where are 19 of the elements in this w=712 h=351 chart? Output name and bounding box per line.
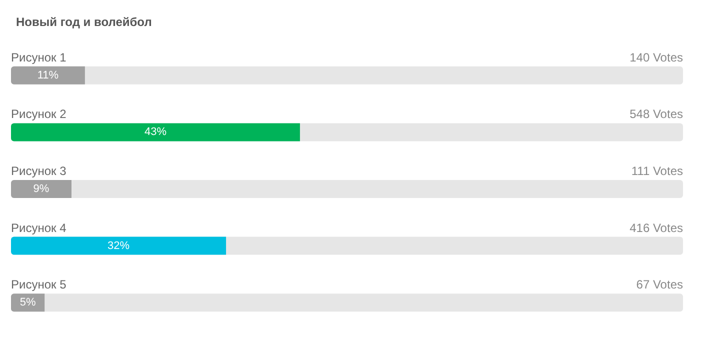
y-tick-label: Рисунок 5 (11, 278, 67, 292)
y-tick-label: Рисунок 3 (11, 164, 67, 178)
y-tick-label: Рисунок 2 (11, 107, 67, 122)
data-label: 11% (37, 69, 59, 82)
data-label: 5% (20, 296, 36, 309)
bar (11, 180, 72, 198)
annotation: 416 Votes (630, 220, 683, 235)
data-label: 43% (144, 126, 167, 138)
y-tick-label: Рисунок 1 (11, 50, 67, 64)
annotation: 111 Votes (631, 164, 683, 178)
annotation: 67 Votes (636, 278, 683, 292)
y-tick-label: Рисунок 4 (11, 220, 67, 235)
annotation: 548 Votes (630, 107, 683, 122)
annotation: 140 Votes (630, 50, 683, 64)
data-label: 32% (108, 240, 130, 252)
bar (11, 236, 226, 255)
chart-title: Новый год и волейбол (16, 15, 152, 29)
bar (11, 66, 85, 84)
data-label: 9% (33, 183, 50, 195)
